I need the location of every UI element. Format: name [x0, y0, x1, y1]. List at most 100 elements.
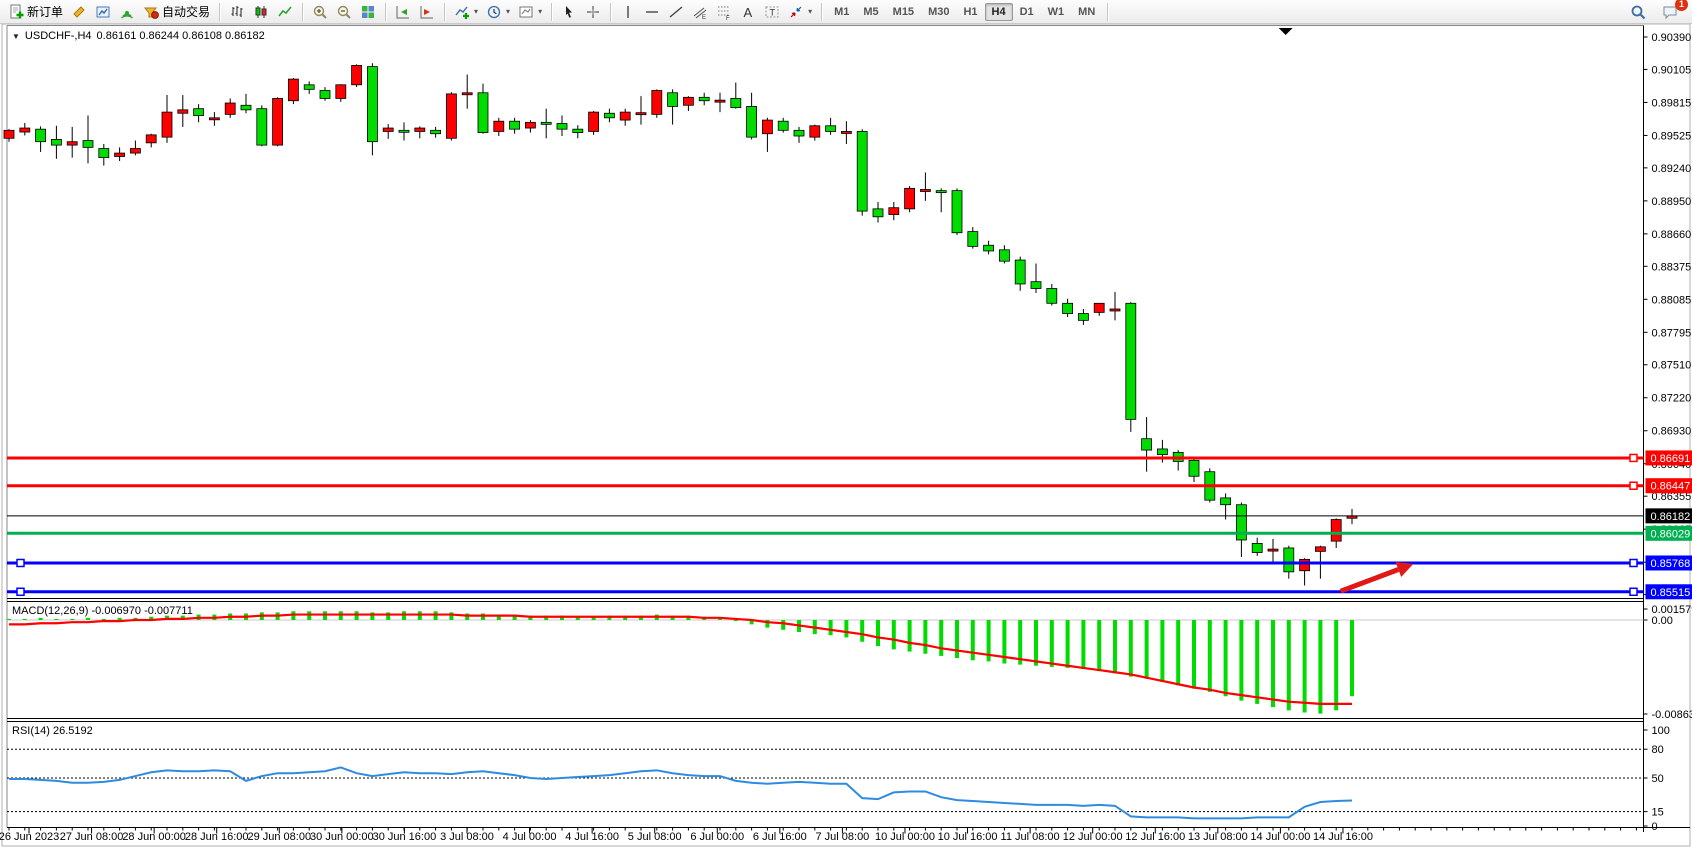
time-tick-label: 28 Jun 00:00: [122, 831, 186, 843]
periods-button[interactable]: ▾: [482, 2, 514, 22]
tile-windows-button[interactable]: [356, 2, 380, 22]
line-handle[interactable]: [1629, 587, 1638, 597]
time-tick-label: 3 Jul 08:00: [440, 831, 494, 843]
time-tick-label: 14 Jul 00:00: [1250, 831, 1310, 843]
bar-chart-mode-button[interactable]: [225, 2, 249, 22]
chart-window-frame: [1, 24, 1691, 847]
timeframe-m15-button[interactable]: M15: [892, 5, 915, 18]
chart-canvas[interactable]: 0.90390 0.90105 0.89815 0.89525 0.89240 0.889…: [0, 24, 1692, 849]
candle-body: [1093, 302, 1105, 313]
zoomin-icon: [312, 4, 328, 20]
time-tick-label: 7 Jul 08:00: [815, 831, 869, 843]
price-level-badge: [1645, 555, 1692, 571]
candle-body: [19, 127, 31, 133]
toolbar-separator: [1107, 2, 1109, 21]
rsi-line: [9, 766, 1353, 820]
toolbar-separator: [821, 2, 823, 21]
line-handle[interactable]: [1629, 481, 1638, 490]
timeframe-m1-button[interactable]: M1: [834, 5, 850, 18]
chart-shift-button[interactable]: [415, 2, 439, 22]
price-level-badge: [1645, 450, 1692, 466]
dropdown-caret-icon: ▾: [538, 7, 543, 16]
candle-body: [1078, 313, 1089, 321]
zoom-out-button[interactable]: [332, 2, 356, 22]
candle-body: [240, 104, 252, 111]
indicators-button[interactable]: ▾: [450, 2, 482, 22]
templates-button[interactable]: ▾: [514, 2, 546, 22]
price-tick-label: 0.88660: [1652, 229, 1692, 241]
price-level-badge-label: 0.85768: [1651, 558, 1691, 570]
channel-tool-button[interactable]: E: [688, 2, 712, 22]
auto-scroll-button[interactable]: [391, 2, 415, 22]
timeframe-w1-button[interactable]: W1: [1047, 5, 1065, 18]
notifications-button[interactable]: 1: [1658, 0, 1688, 22]
candle-body: [746, 106, 757, 138]
candle-body: [1125, 302, 1137, 420]
candle-body: [777, 120, 789, 131]
fibonacci-tool-button[interactable]: F: [712, 2, 736, 22]
candle-body: [509, 120, 521, 130]
timeframe-h4-button[interactable]: H4: [984, 2, 1013, 21]
search-button[interactable]: [1626, 2, 1650, 22]
cursor-tool-button[interactable]: [557, 2, 581, 22]
time-tick-label: 6 Jul 00:00: [690, 831, 744, 843]
chart-shift-marker[interactable]: [1278, 28, 1293, 35]
time-tick-label: 14 Jul 16:00: [1313, 831, 1373, 843]
timeframe-h1-button[interactable]: H1: [963, 5, 978, 18]
zoom-in-button[interactable]: [308, 2, 332, 22]
candle-body: [3, 129, 15, 139]
candle-chart-mode-button[interactable]: [249, 2, 273, 22]
auto-trading-label: 自动交易: [162, 5, 211, 19]
timeframe-d1-button[interactable]: D1: [1019, 5, 1034, 18]
timeframe-m5-button[interactable]: M5: [863, 5, 879, 18]
toolbar-separator: [610, 2, 612, 21]
new-order-button[interactable]: 新订单: [4, 2, 67, 22]
time-tick-label: 13 Jul 08:00: [1188, 831, 1248, 843]
candle-body: [82, 140, 94, 148]
crosshair-tool-button[interactable]: [581, 2, 605, 22]
styler-button[interactable]: [67, 2, 91, 22]
svg-text:F: F: [726, 16, 730, 20]
horizontal-line-tool-button[interactable]: [640, 2, 664, 22]
symbol-dropdown-icon[interactable]: ▼: [12, 31, 20, 41]
price-tick-label: 0.89815: [1652, 97, 1692, 109]
label-tool-button[interactable]: T: [760, 2, 784, 22]
candle-body: [872, 208, 884, 218]
line-handle[interactable]: [1629, 558, 1638, 568]
line-handle[interactable]: [1629, 453, 1638, 463]
tiles-icon: [360, 4, 376, 20]
time-tick-label: 12 Jul 16:00: [1125, 831, 1185, 843]
chart-window[interactable]: 0.90390 0.90105 0.89815 0.89525 0.89240 0.889…: [0, 24, 1692, 849]
auto-trading-button[interactable]: 自动交易: [139, 2, 214, 22]
price-level-badge-label: 0.86447: [1651, 481, 1691, 493]
trendline-tool-button[interactable]: [664, 2, 688, 22]
time-tick-label: 4 Jul 16:00: [565, 831, 619, 843]
price-tick-label: 0.90105: [1652, 64, 1692, 76]
candle-body: [477, 92, 489, 133]
arrows-tool-button[interactable]: ▾: [784, 2, 816, 22]
candle-body: [129, 148, 141, 154]
line-handle[interactable]: [16, 558, 25, 568]
annotation-arrow-shaft[interactable]: [1339, 567, 1400, 594]
vertical-line-tool-button[interactable]: [616, 2, 640, 22]
price-tick-label: 0.90390: [1652, 32, 1692, 44]
signal-icon: [119, 4, 135, 20]
candle-body: [888, 207, 900, 215]
toolbar-separator: [219, 2, 221, 21]
timeframe-m30-button[interactable]: M30: [928, 5, 950, 18]
open-chart-button[interactable]: [91, 2, 115, 22]
macd-values: -0.006970 -0.007711: [91, 605, 193, 617]
line-chart-mode-button[interactable]: [273, 2, 297, 22]
signals-button[interactable]: [115, 2, 139, 22]
timeframe-mn-button[interactable]: MN: [1078, 5, 1096, 18]
candle-body: [1046, 288, 1058, 304]
autotrade-icon: [143, 4, 159, 20]
candle-body: [762, 119, 773, 135]
line-handle[interactable]: [16, 587, 25, 597]
annotation-arrow-head[interactable]: [1395, 562, 1414, 578]
candle-body: [382, 127, 394, 132]
price-tick-label: 0.89525: [1652, 130, 1692, 142]
text-tool-button[interactable]: A: [736, 2, 760, 22]
candle-body: [1157, 448, 1168, 456]
